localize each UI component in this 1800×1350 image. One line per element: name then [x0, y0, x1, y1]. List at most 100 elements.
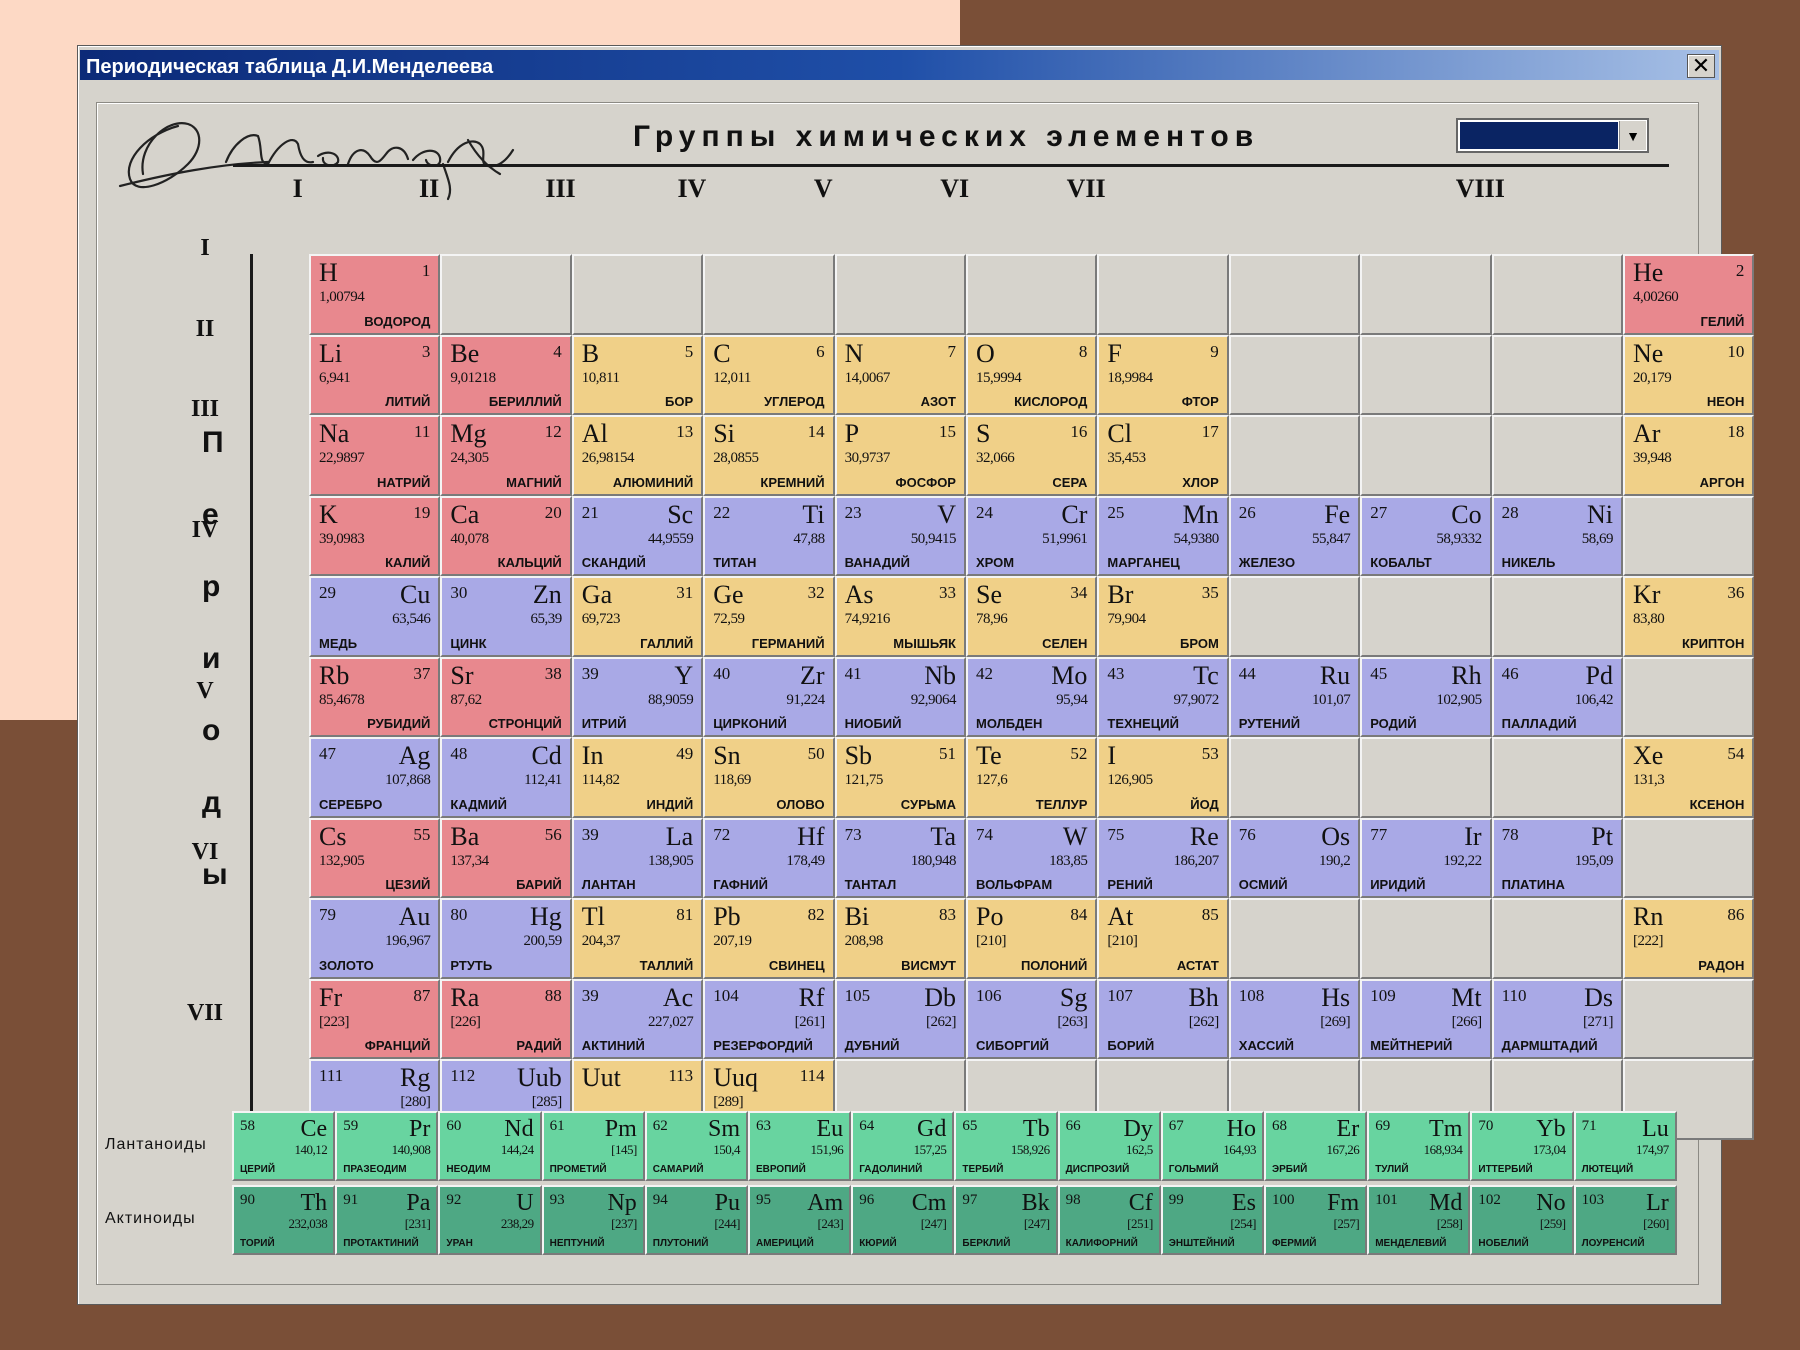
- element-cell[interactable]: Ag 47 107,868 СЕРЕБРО: [309, 737, 441, 818]
- element-cell[interactable]: Ta 73 180,948 ТАНТАЛ: [834, 817, 966, 898]
- element-cell[interactable]: Cl 17 35,453 ХЛОР: [1097, 415, 1229, 496]
- element-cell[interactable]: P 15 30,9737 ФОСФОР: [834, 415, 966, 496]
- element-cell[interactable]: C 6 12,011 УГЛЕРОД: [703, 334, 835, 415]
- element-cell[interactable]: Rh 45 102,905 РОДИЙ: [1360, 656, 1492, 737]
- element-cell[interactable]: B 5 10,811 БОР: [571, 334, 704, 415]
- element-cell[interactable]: Tm 69 168,934 ТУЛИЙ: [1367, 1111, 1471, 1181]
- element-cell[interactable]: Se 34 78,96 СЕЛЕН: [966, 576, 1098, 657]
- element-cell[interactable]: Xe 54 131,3 КСЕНОН: [1623, 737, 1755, 818]
- element-cell[interactable]: Al 13 26,98154 АЛЮМИНИЙ: [571, 415, 704, 496]
- element-cell[interactable]: Yb 70 173,04 ИТТЕРБИЙ: [1470, 1111, 1574, 1181]
- element-cell[interactable]: Nb 41 92,9064 НИОБИЙ: [834, 656, 966, 737]
- element-cell[interactable]: Fm 100 [257] ФЕРМИЙ: [1264, 1185, 1368, 1255]
- element-cell[interactable]: Ho 67 164,93 ГОЛЬМИЙ: [1160, 1111, 1264, 1181]
- element-cell[interactable]: Cs 55 132,905 ЦЕЗИЙ: [309, 817, 441, 898]
- element-cell[interactable]: Au 79 196,967 ЗОЛОТО: [309, 898, 441, 979]
- element-cell[interactable]: Pt 78 195,09 ПЛАТИНА: [1491, 817, 1623, 898]
- element-cell[interactable]: Lu 71 174,97 ЛЮТЕЦИЙ: [1573, 1111, 1677, 1181]
- element-cell[interactable]: Rb 37 85,4678 РУБИДИЙ: [309, 656, 441, 737]
- element-cell[interactable]: At 85 [210] АСТАТ: [1097, 898, 1229, 979]
- element-cell[interactable]: W 74 183,85 ВОЛЬФРАМ: [966, 817, 1098, 898]
- element-cell[interactable]: Mo 42 95,94 МОЛБДЕН: [966, 656, 1098, 737]
- element-cell[interactable]: Li 3 6,941 ЛИТИЙ: [309, 334, 441, 415]
- element-cell[interactable]: Fr 87 [223] ФРАНЦИЙ: [309, 978, 441, 1059]
- element-cell[interactable]: Bh 107 [262] БОРИЙ: [1097, 978, 1229, 1059]
- element-cell[interactable]: Ni 28 58,69 НИКЕЛЬ: [1491, 495, 1623, 576]
- group-select-value[interactable]: [1460, 122, 1618, 149]
- element-cell[interactable]: Bi 83 208,98 ВИСМУТ: [834, 898, 966, 979]
- element-cell[interactable]: Er 68 167,26 ЭРБИЙ: [1264, 1111, 1368, 1181]
- element-cell[interactable]: Sn 50 118,69 ОЛОВО: [703, 737, 835, 818]
- element-cell[interactable]: Lr 103 [260] ЛОУРЕНСИЙ: [1573, 1185, 1677, 1255]
- element-cell[interactable]: Gd 64 157,25 ГАДОЛИНИЙ: [851, 1111, 955, 1181]
- element-cell[interactable]: Dy 66 162,5 ДИСПРОЗИЙ: [1057, 1111, 1161, 1181]
- chevron-down-icon[interactable]: ▼: [1619, 121, 1646, 150]
- element-cell[interactable]: Pm 61 [145] ПРОМЕТИЙ: [541, 1111, 645, 1181]
- element-cell[interactable]: Zr 40 91,224 ЦИРКОНИЙ: [703, 656, 835, 737]
- element-cell[interactable]: V 23 50,9415 ВАНАДИЙ: [834, 495, 966, 576]
- element-cell[interactable]: H 1 1,00794 ВОДОРОД: [309, 254, 441, 335]
- element-cell[interactable]: Tl 81 204,37 ТАЛЛИЙ: [571, 898, 704, 979]
- element-cell[interactable]: Ti 22 47,88 ТИТАН: [703, 495, 835, 576]
- element-cell[interactable]: Md 101 [258] МЕНДЕЛЕВИЙ: [1367, 1185, 1471, 1255]
- element-cell[interactable]: F 9 18,9984 ФТОР: [1097, 334, 1229, 415]
- element-cell[interactable]: Pb 82 207,19 СВИНЕЦ: [703, 898, 835, 979]
- element-cell[interactable]: Ga 31 69,723 ГАЛЛИЙ: [571, 576, 704, 657]
- element-cell[interactable]: Eu 63 151,96 ЕВРОПИЙ: [748, 1111, 852, 1181]
- element-cell[interactable]: Pd 46 106,42 ПАЛЛАДИЙ: [1491, 656, 1623, 737]
- element-cell[interactable]: Os 76 190,2 ОСМИЙ: [1228, 817, 1361, 898]
- element-cell[interactable]: Mn 25 54,9380 МАРГАНЕЦ: [1097, 495, 1229, 576]
- element-cell[interactable]: Ac 39 227,027 АКТИНИЙ: [571, 978, 704, 1059]
- element-cell[interactable]: Be 4 9,01218 БЕРИЛЛИЙ: [440, 334, 572, 415]
- element-cell[interactable]: La 39 138,905 ЛАНТАН: [571, 817, 704, 898]
- element-cell[interactable]: Hf 72 178,49 ГАФНИЙ: [703, 817, 835, 898]
- element-cell[interactable]: Tb 65 158,926 ТЕРБИЙ: [954, 1111, 1058, 1181]
- element-cell[interactable]: Pu 94 [244] ПЛУТОНИЙ: [644, 1185, 748, 1255]
- element-cell[interactable]: No 102 [259] НОБЕЛИЙ: [1470, 1185, 1574, 1255]
- element-cell[interactable]: Cm 96 [247] КЮРИЙ: [851, 1185, 955, 1255]
- element-cell[interactable]: In 49 114,82 ИНДИЙ: [571, 737, 704, 818]
- element-cell[interactable]: Sb 51 121,75 СУРЬМА: [834, 737, 966, 818]
- element-cell[interactable]: Hs 108 [269] ХАССИЙ: [1228, 978, 1361, 1059]
- element-cell[interactable]: Th 90 232,038 ТОРИЙ: [232, 1185, 336, 1255]
- element-cell[interactable]: Cu 29 63,546 МЕДЬ: [309, 576, 441, 657]
- element-cell[interactable]: Kr 36 83,80 КРИПТОН: [1623, 576, 1755, 657]
- title-bar[interactable]: Периодическая таблица Д.И.Менделеева ✕: [80, 50, 1719, 80]
- element-cell[interactable]: Re 75 186,207 РЕНИЙ: [1097, 817, 1229, 898]
- element-cell[interactable]: Sr 38 87,62 СТРОНЦИЙ: [440, 656, 572, 737]
- element-cell[interactable]: Ds 110 [271] ДАРМШТАДИЙ: [1491, 978, 1623, 1059]
- element-cell[interactable]: Ca 20 40,078 КАЛЬЦИЙ: [440, 495, 572, 576]
- element-cell[interactable]: U 92 238,29 УРАН: [438, 1185, 542, 1255]
- element-cell[interactable]: N 7 14,0067 АЗОТ: [834, 334, 966, 415]
- element-cell[interactable]: Ar 18 39,948 АРГОН: [1623, 415, 1755, 496]
- group-select[interactable]: ▼: [1456, 118, 1649, 153]
- element-cell[interactable]: K 19 39,0983 КАЛИЙ: [309, 495, 441, 576]
- element-cell[interactable]: Sg 106 [263] СИБОРГИЙ: [966, 978, 1098, 1059]
- element-cell[interactable]: Ba 56 137,34 БАРИЙ: [440, 817, 572, 898]
- element-cell[interactable]: Ce 58 140,12 ЦЕРИЙ: [232, 1111, 336, 1181]
- element-cell[interactable]: Rf 104 [261] РЕЗЕРФОРДИЙ: [703, 978, 835, 1059]
- element-cell[interactable]: O 8 15,9994 КИСЛОРОД: [966, 334, 1098, 415]
- element-cell[interactable]: Y 39 88,9059 ИТРИЙ: [571, 656, 704, 737]
- element-cell[interactable]: Bk 97 [247] БЕРКЛИЙ: [954, 1185, 1058, 1255]
- element-cell[interactable]: Ir 77 192,22 ИРИДИЙ: [1360, 817, 1492, 898]
- element-cell[interactable]: Cd 48 112,41 КАДМИЙ: [440, 737, 572, 818]
- element-cell[interactable]: Np 93 [237] НЕПТУНИЙ: [541, 1185, 645, 1255]
- element-cell[interactable]: Rn 86 [222] РАДОН: [1623, 898, 1755, 979]
- element-cell[interactable]: Zn 30 65,39 ЦИНК: [440, 576, 572, 657]
- element-cell[interactable]: Pr 59 140,908 ПРАЗЕОДИМ: [335, 1111, 439, 1181]
- element-cell[interactable]: He 2 4,00260 ГЕЛИЙ: [1623, 254, 1755, 335]
- element-cell[interactable]: Hg 80 200,59 РТУТЬ: [440, 898, 572, 979]
- element-cell[interactable]: Te 52 127,6 ТЕЛЛУР: [966, 737, 1098, 818]
- element-cell[interactable]: Ru 44 101,07 РУТЕНИЙ: [1228, 656, 1361, 737]
- element-cell[interactable]: Ge 32 72,59 ГЕРМАНИЙ: [703, 576, 835, 657]
- element-cell[interactable]: S 16 32,066 СЕРА: [966, 415, 1098, 496]
- element-cell[interactable]: Cf 98 [251] КАЛИФОРНИЙ: [1057, 1185, 1161, 1255]
- element-cell[interactable]: Ne 10 20,179 НЕОН: [1623, 334, 1755, 415]
- element-cell[interactable]: Db 105 [262] ДУБНИЙ: [834, 978, 966, 1059]
- element-cell[interactable]: Sm 62 150,4 САМАРИЙ: [644, 1111, 748, 1181]
- element-cell[interactable]: Na 11 22,9897 НАТРИЙ: [309, 415, 441, 496]
- element-cell[interactable]: Po 84 [210] ПОЛОНИЙ: [966, 898, 1098, 979]
- element-cell[interactable]: Cr 24 51,9961 ХРОМ: [966, 495, 1098, 576]
- element-cell[interactable]: I 53 126,905 ЙОД: [1097, 737, 1229, 818]
